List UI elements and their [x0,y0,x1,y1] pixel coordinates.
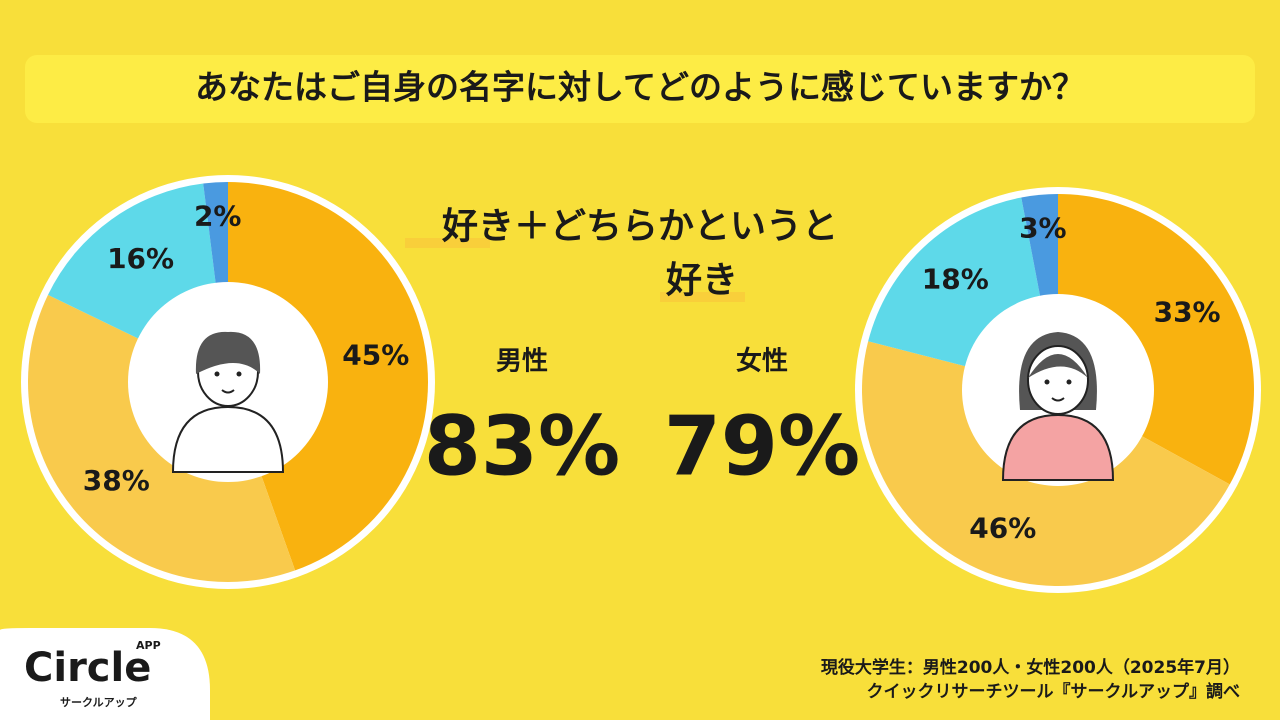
value-label: 2% [194,199,242,232]
stat-label: 男性 [496,347,548,377]
pie-slice [228,182,429,571]
eye [1066,379,1072,385]
title-bar [25,55,1255,123]
logo-name: Circle [24,645,151,691]
highlight [405,238,490,248]
bangs [1028,354,1088,378]
eye [214,371,220,377]
logo-badge: APP [136,639,161,652]
value-label: 18% [922,263,989,296]
value-label: 45% [342,338,409,371]
hair [195,331,261,374]
mouth [1051,397,1065,402]
value-label: 38% [83,464,150,497]
value-label: 3% [1019,212,1067,245]
stat-value: 79% [664,399,860,494]
value-label: 33% [1154,296,1221,329]
value-label: 16% [107,242,174,275]
body [1001,413,1115,481]
footer: 現役大学生：男性200人・女性200人（2025年7月） [821,657,1240,678]
headline: 好き＋どちらかというと [441,206,838,247]
title: あなたはご自身の名字に対してどのように感じていますか？ [195,68,1085,107]
eye [1044,379,1050,385]
stat-label: 女性 [736,346,788,377]
footer: クイックリサーチツール『サークルアップ』調べ [867,681,1241,702]
headline: 好き [665,260,738,301]
logo-kana: サークルアップ [60,695,138,709]
stat-value: 83% [424,399,620,494]
highlight [660,292,745,302]
eye [236,371,242,377]
pies: 45% 38% 16% 2% 33% 46% 18% 3% [21,175,1261,593]
mouth [221,389,235,394]
value-label: 46% [969,511,1036,544]
body [171,405,285,473]
logo-bg [0,628,210,720]
